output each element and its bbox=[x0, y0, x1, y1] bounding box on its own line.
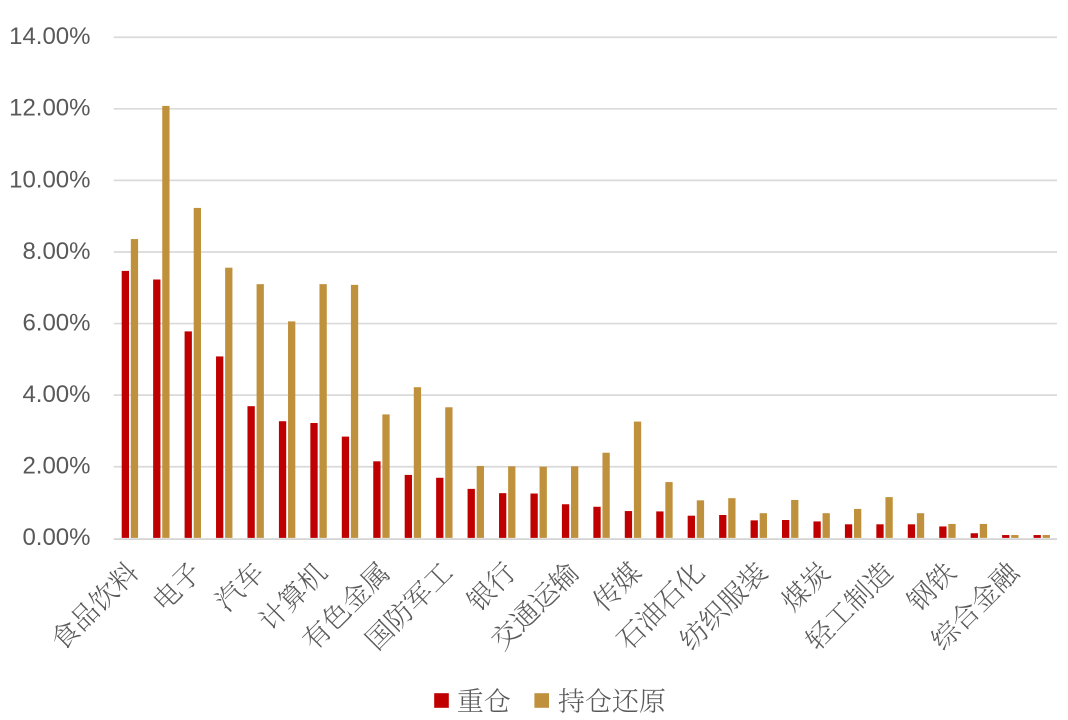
svg-text:0.00%: 0.00% bbox=[22, 524, 90, 551]
svg-text:6.00%: 6.00% bbox=[22, 309, 90, 336]
svg-text:10.00%: 10.00% bbox=[9, 166, 90, 193]
svg-text:2.00%: 2.00% bbox=[22, 453, 90, 480]
svg-text:8.00%: 8.00% bbox=[22, 238, 90, 265]
svg-text:14.00%: 14.00% bbox=[9, 23, 90, 50]
svg-text:4.00%: 4.00% bbox=[22, 381, 90, 408]
svg-text:12.00%: 12.00% bbox=[9, 95, 90, 122]
